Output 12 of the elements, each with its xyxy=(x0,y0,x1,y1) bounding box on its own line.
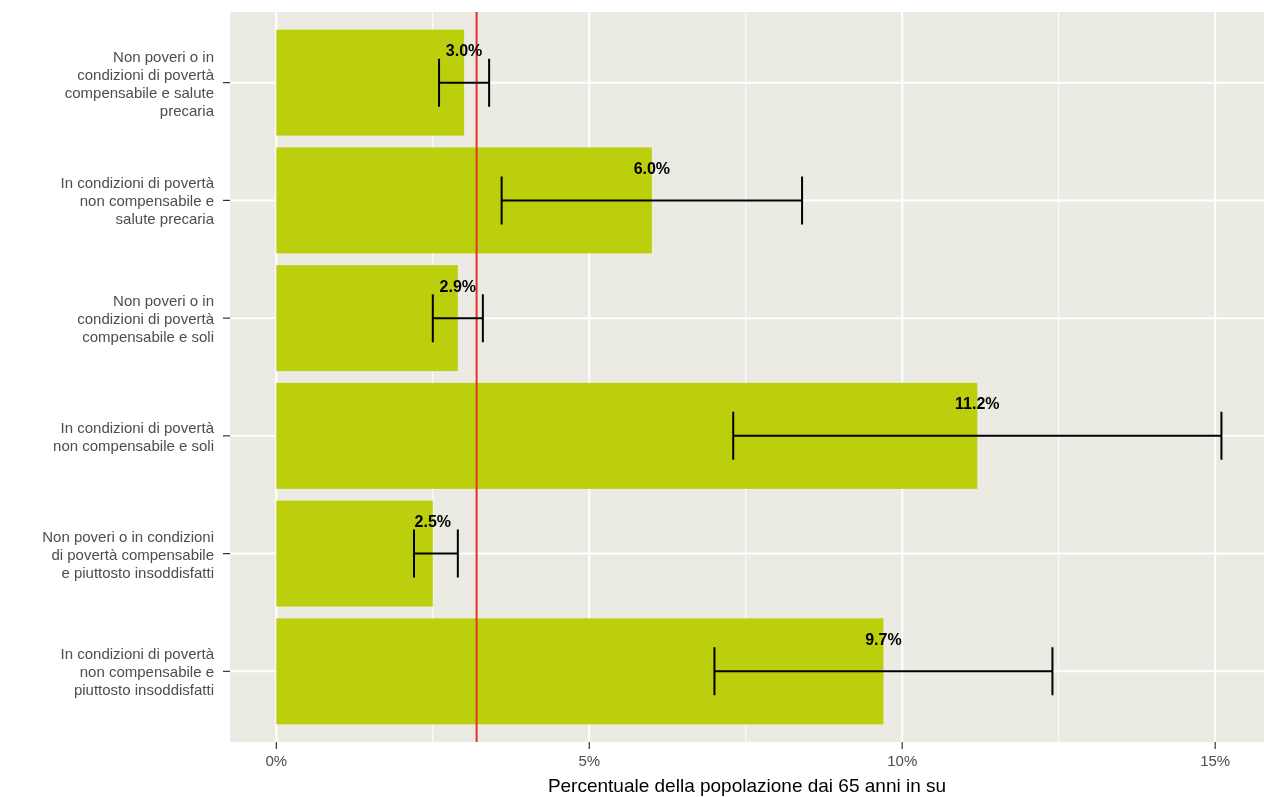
y-tick-label: In condizioni di povertà non compensabile e piuttosto insoddisfatti xyxy=(60,644,215,698)
y-tick-label: Non poveri o in condizioni di povertà compensabile e salute precaria xyxy=(64,47,215,119)
data-label: 6.0% xyxy=(633,159,671,177)
x-tick-label: 0% xyxy=(265,751,288,769)
y-tick-label: Non poveri o in condizioni di povertà compensabile e soli xyxy=(77,291,215,345)
x-tick-label: 15% xyxy=(1200,751,1231,769)
y-tick-label: In condizioni di povertà non compensabile e soli xyxy=(53,418,215,454)
x-tick-label: 5% xyxy=(578,751,601,769)
x-tick-label: 10% xyxy=(887,751,918,769)
y-tick-label: In condizioni di povertà non compensabile e salute precaria xyxy=(60,173,215,227)
x-axis-title: Percentuale della popolazione dai 65 anni in su xyxy=(547,774,947,796)
y-tick-label: Non poveri o in condizioni di povertà compensabile e piuttosto insoddisfatti xyxy=(42,527,214,581)
